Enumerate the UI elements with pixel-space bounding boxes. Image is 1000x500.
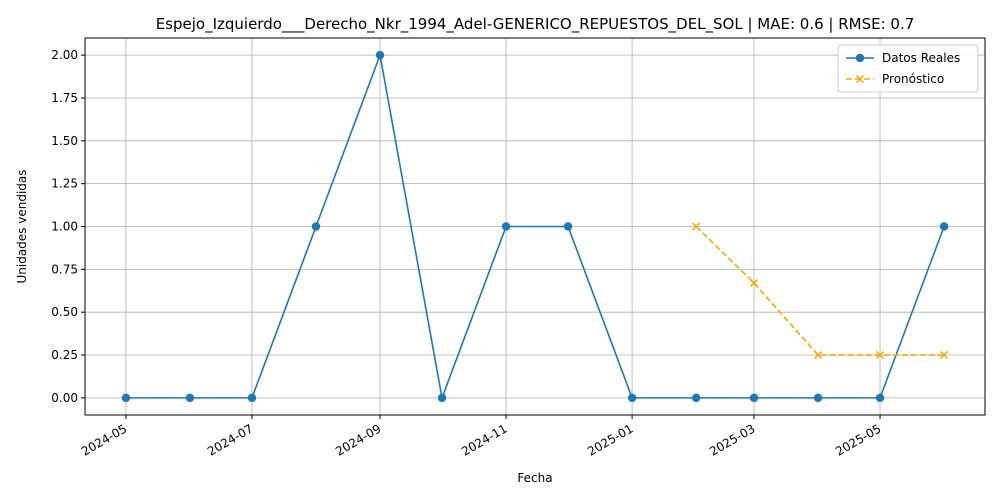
x-tick-label: 2024-11 (459, 421, 509, 458)
data-point (437, 393, 447, 403)
data-point (876, 350, 885, 360)
data-point (875, 393, 885, 403)
data-point (627, 393, 637, 403)
series-layer (121, 50, 949, 403)
data-point (692, 222, 701, 231)
legend-label: Datos Reales (882, 51, 960, 65)
legend-entry: Pronóstico (846, 72, 944, 86)
x-tick-label: 2025-01 (585, 421, 635, 458)
data-point (814, 350, 823, 360)
x-axis-label: Fecha (517, 471, 552, 485)
y-tick-label: 1.25 (51, 177, 78, 191)
y-tick-label: 0.50 (51, 305, 78, 319)
legend-marker (855, 74, 865, 84)
y-axis-label: Unidades vendidas (15, 169, 29, 283)
series-forecast (692, 222, 949, 360)
legend-entry: Datos Reales (846, 51, 960, 65)
data-point (311, 222, 321, 231)
data-point (121, 393, 131, 403)
x-tick-label: 2025-05 (833, 421, 883, 458)
data-point (749, 279, 759, 288)
data-point (501, 222, 511, 231)
data-point (375, 50, 385, 60)
data-point (247, 393, 257, 403)
data-point (185, 393, 195, 403)
chart-title: Espejo_Izquierdo___Derecho_Nkr_1994_Adel… (156, 15, 915, 34)
data-point (939, 222, 949, 231)
data-point (563, 222, 573, 231)
series-line (125, 52, 945, 401)
x-tick-label: 2024-09 (333, 421, 383, 458)
y-tick-label: 0.25 (51, 348, 78, 362)
series-actual (121, 50, 949, 403)
y-tick-label: 1.75 (51, 91, 78, 105)
y-tick-label: 0.75 (51, 262, 78, 276)
y-tick-label: 1.50 (51, 134, 78, 148)
y-tick-label: 1.00 (51, 220, 78, 234)
legend-marker (855, 53, 865, 63)
data-point (691, 393, 701, 403)
data-point (940, 350, 949, 360)
y-tick-label: 2.00 (51, 48, 78, 62)
y-tick-label: 0.00 (51, 391, 78, 405)
legend-label: Pronóstico (882, 72, 944, 86)
legend-frame (837, 44, 979, 93)
x-tick-label: 2024-05 (79, 421, 129, 458)
data-point (749, 393, 759, 403)
data-point (813, 393, 823, 403)
series-line (695, 225, 945, 356)
x-tick-label: 2025-03 (707, 421, 757, 458)
legend: Datos Reales Pronóstico (837, 44, 979, 93)
x-tick-label: 2024-07 (205, 421, 255, 458)
